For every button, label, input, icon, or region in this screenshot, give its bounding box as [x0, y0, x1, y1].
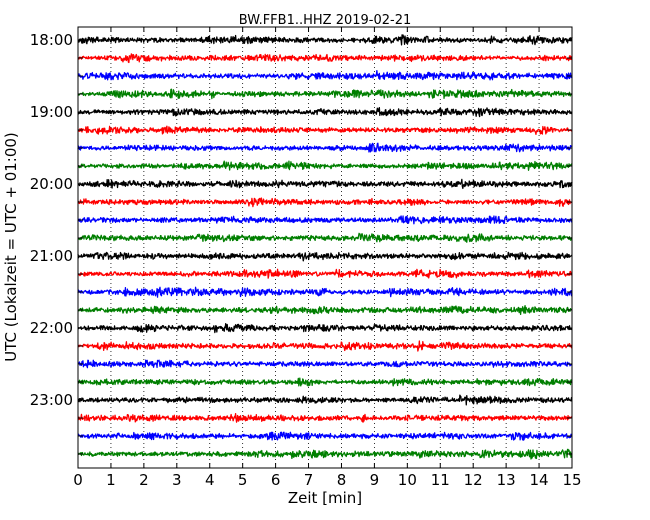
seismic-trace — [77, 431, 573, 441]
x-tick-label: 9 — [370, 471, 380, 489]
seismic-trace — [77, 178, 573, 190]
seismic-trace — [77, 160, 573, 171]
x-tick-label: 8 — [337, 471, 347, 489]
seismic-trace — [77, 340, 573, 352]
x-tick-label: 15 — [562, 471, 581, 489]
x-tick-label: 2 — [139, 471, 149, 489]
seismic-trace — [77, 268, 573, 279]
seismic-trace — [77, 448, 573, 460]
x-tick-label: 5 — [238, 471, 248, 489]
y-tick-label: 23:00 — [30, 391, 73, 409]
seismic-trace — [77, 377, 573, 387]
x-tick-label: 14 — [530, 471, 549, 489]
plot-frame — [77, 26, 573, 469]
x-tick-label: 6 — [271, 471, 281, 489]
y-tick-label: 19:00 — [30, 103, 73, 121]
seismic-trace — [77, 322, 573, 334]
seismic-trace — [77, 305, 573, 316]
seismic-trace — [77, 394, 573, 406]
y-tick-label: 21:00 — [30, 247, 73, 265]
seismic-trace — [77, 53, 573, 64]
seismic-trace — [77, 412, 573, 423]
y-tick-label: 20:00 — [30, 175, 73, 193]
seismic-trace — [77, 232, 573, 243]
seismic-trace — [77, 142, 573, 153]
seismic-trace — [77, 125, 573, 136]
ticks-layer: 0 1 2 3 4 5 6 7 8 9 10 11 12 13 14 1518:0019:0020:0021:… — [30, 27, 582, 489]
x-tick-label: 7 — [304, 471, 314, 489]
seismic-trace — [77, 70, 573, 81]
seismic-trace — [77, 251, 573, 262]
seismic-trace — [77, 34, 573, 46]
seismic-trace — [77, 106, 573, 118]
x-tick-label: 13 — [497, 471, 516, 489]
chart-title: BW.FFB1..HHZ 2019-02-21 — [239, 13, 412, 28]
seismic-trace — [77, 197, 573, 208]
x-tick-label: 10 — [398, 471, 417, 489]
seismic-trace — [77, 88, 573, 100]
trace-layer — [77, 34, 573, 460]
x-tick-label: 4 — [205, 471, 215, 489]
seismic-trace — [77, 215, 573, 225]
seismic-trace — [77, 286, 573, 298]
x-tick-label: 12 — [464, 471, 483, 489]
y-tick-label: 18:00 — [30, 31, 73, 49]
x-tick-label: 3 — [172, 471, 182, 489]
y-tick-label: 22:00 — [30, 319, 73, 337]
y-axis-label: UTC (Lokalzeit = UTC + 01:00) — [2, 132, 20, 362]
x-tick-label: 11 — [431, 471, 450, 489]
seismic-trace — [77, 359, 573, 369]
x-tick-label: 1 — [106, 471, 116, 489]
x-axis-label: Zeit [min] — [288, 489, 362, 507]
x-tick-label: 0 — [73, 471, 83, 489]
grid-layer — [110, 27, 540, 468]
